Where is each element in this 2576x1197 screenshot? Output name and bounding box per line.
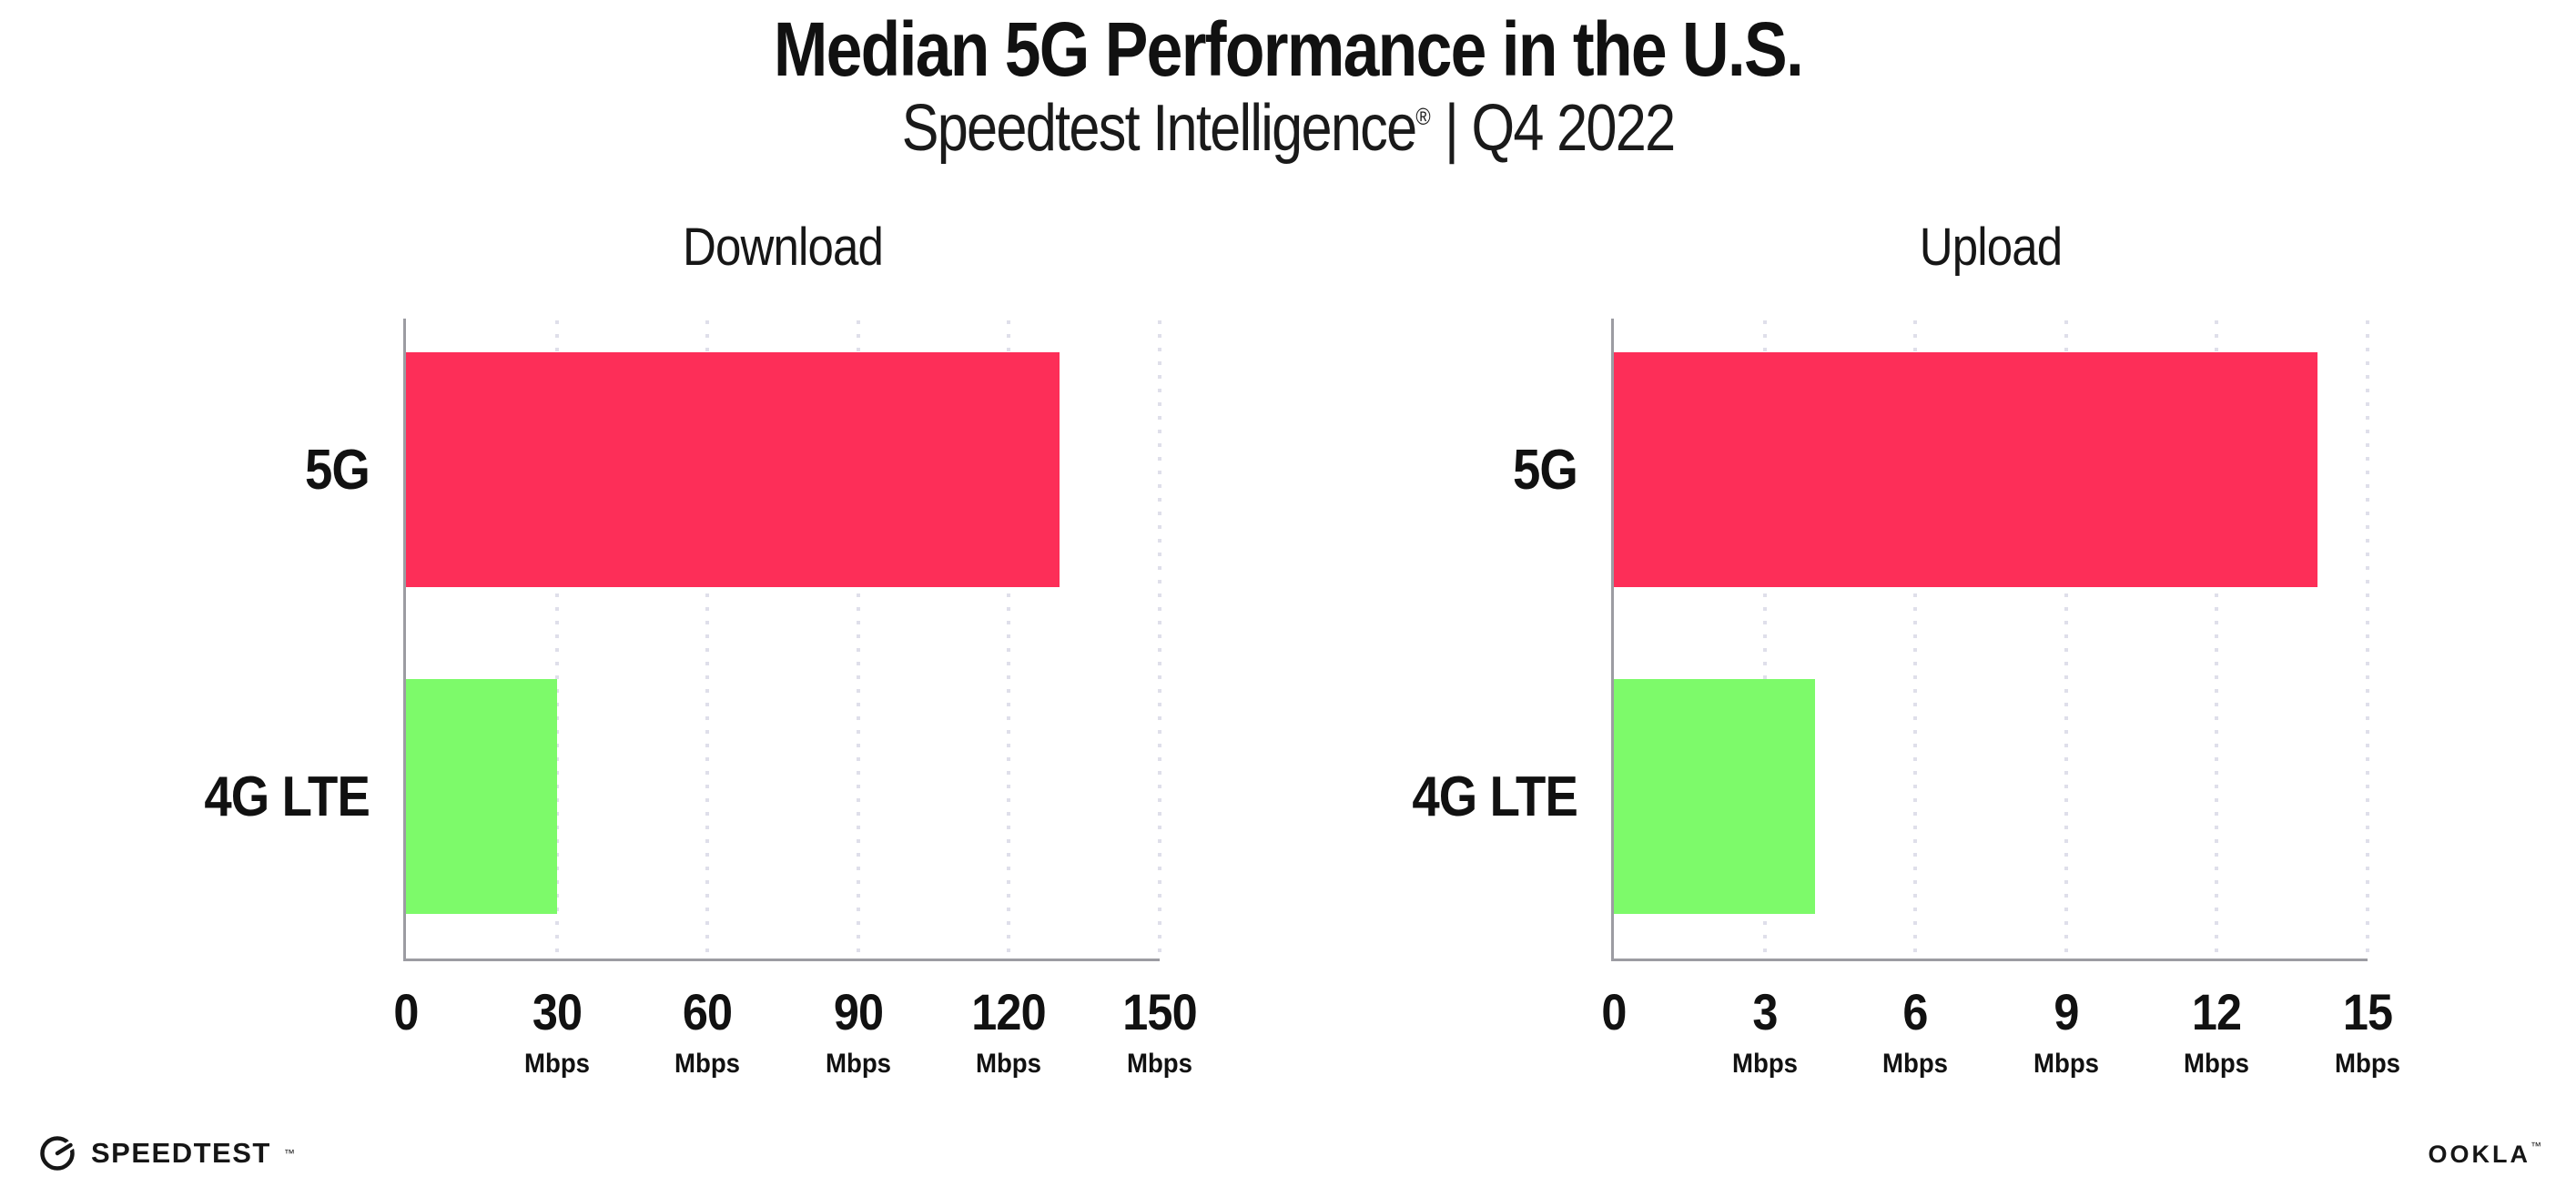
x-axis-tick: 9 Mbps [2031,959,2102,1080]
x-axis-tick: 6 Mbps [1880,959,1951,1080]
x-axis-tick: 90 Mbps [823,959,894,1080]
tick-label: 0 [393,983,419,1040]
gridline [2215,320,2219,959]
upload-x-axis: 0 3 Mbps 6 Mbps 9 Mbps 12 Mbps 15 Mbps [1601,959,2400,1113]
tick-label: 60 [683,983,733,1040]
category-label-4g-lte: 4G LTE [1412,765,1578,828]
gridline [554,320,559,959]
speedtest-gauge-icon [36,1132,78,1174]
ookla-wordmark: OOKLA [2428,1141,2530,1168]
tick-label: 150 [1122,983,1197,1040]
bar-4g-lte-upload [1614,679,1815,914]
tick-label: 3 [1752,983,1778,1040]
gridline [1007,320,1011,959]
page-subtitle: Speedtest Intelligence® | Q4 2022 [193,92,2383,165]
tick-unit-label: Mbps [1126,1049,1193,1079]
page-title: Median 5G Performance in the U.S. [773,6,1804,92]
tick-unit-label: Mbps [1731,1049,1798,1079]
trademark-symbol: ™ [2530,1140,2541,1152]
x-axis-tick: 15 Mbps [2332,959,2403,1080]
x-axis-tick: 30 Mbps [521,959,592,1080]
gridline [1158,320,1161,959]
download-chart-title: Download [683,218,884,277]
tick-label: 15 [2342,983,2393,1040]
x-axis-tick: 0 [1600,959,1628,1041]
tick-unit-label: Mbps [2334,1049,2401,1079]
upload-chart-title: Upload [1919,218,2063,277]
x-axis-tick: 12 Mbps [2181,959,2252,1080]
ookla-logo: OOKLA™ [2429,1140,2542,1169]
tick-label: 90 [833,983,884,1040]
tick-label: 12 [2192,983,2242,1040]
tick-label: 120 [971,983,1047,1040]
speedtest-wordmark: SPEEDTEST [91,1137,271,1169]
tick-unit-label: Mbps [2184,1049,2250,1079]
gridline [1913,320,1918,959]
tick-label: 0 [1601,983,1627,1040]
category-label-5g: 5G [1512,438,1578,502]
x-axis-tick: 0 [392,959,420,1041]
gridline [705,320,710,959]
tick-label: 30 [532,983,582,1040]
upload-chart-plot-area: Upload 5G 4G LTE 0 3 Mbps 6 Mbps 9 Mbps [1412,218,2400,1079]
speedtest-logo: SPEEDTEST ™ [36,1132,295,1174]
category-label-4g-lte: 4G LTE [204,765,370,828]
registered-symbol: ® [1415,103,1431,130]
bar-5g-download [406,352,1060,587]
tick-label: 9 [2054,983,2079,1040]
x-axis-tick: 120 Mbps [968,959,1050,1080]
x-axis-tick: 3 Mbps [1729,959,1800,1080]
tick-label: 6 [1902,983,1929,1040]
download-chart-plot-area: Download 5G 4G LTE 0 30 Mbps 60 Mbps 90 … [204,218,1197,1079]
bar-5g-upload [1614,352,2317,587]
gridline [1762,320,1767,959]
download-x-axis: 0 30 Mbps 60 Mbps 90 Mbps 120 Mbps 150 M… [393,959,1197,1113]
gridline [2366,320,2369,959]
category-label-5g: 5G [304,438,370,502]
bar-4g-lte-download [406,679,557,914]
tick-unit-label: Mbps [825,1049,891,1079]
tick-unit-label: Mbps [1882,1049,1949,1079]
gridline [856,320,860,959]
tick-unit-label: Mbps [976,1049,1042,1079]
subtitle-brand: Speedtest Intelligence [901,92,1418,165]
x-axis-tick: 60 Mbps [672,959,743,1080]
x-axis-tick: 150 Mbps [1119,959,1201,1080]
gridline [2064,320,2068,959]
subtitle-period: | Q4 2022 [1430,92,1676,165]
trademark-symbol: ™ [283,1147,295,1160]
tick-unit-label: Mbps [2033,1049,2099,1079]
tick-unit-label: Mbps [523,1049,590,1079]
tick-unit-label: Mbps [674,1049,741,1079]
